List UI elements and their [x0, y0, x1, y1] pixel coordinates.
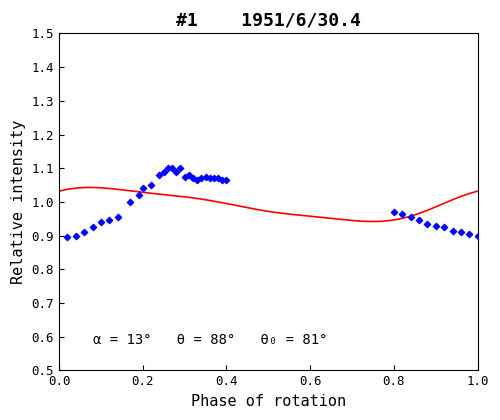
Point: [432, 222, 440, 229]
Point: [466, 231, 473, 237]
Point: [176, 165, 184, 172]
Point: [180, 173, 188, 180]
Point: [206, 175, 214, 182]
Point: [457, 229, 465, 236]
Point: [126, 199, 134, 205]
Point: [214, 175, 222, 182]
Point: [64, 234, 72, 241]
Point: [193, 177, 201, 184]
X-axis label: Phase of rotation: Phase of rotation: [191, 394, 346, 409]
Point: [474, 232, 482, 239]
Point: [202, 173, 209, 180]
Point: [156, 172, 164, 178]
Point: [114, 214, 122, 220]
Point: [97, 219, 105, 226]
Point: [448, 227, 456, 234]
Point: [160, 168, 168, 175]
Point: [172, 168, 180, 175]
Text: α = 13°   θ = 88°   θ₀ = 81°: α = 13° θ = 88° θ₀ = 81°: [92, 333, 327, 347]
Point: [218, 177, 226, 184]
Point: [185, 172, 193, 178]
Point: [189, 175, 197, 182]
Point: [80, 229, 88, 236]
Point: [88, 224, 96, 231]
Point: [222, 177, 230, 184]
Point: [390, 209, 398, 215]
Point: [134, 192, 142, 199]
Point: [139, 185, 147, 192]
Point: [72, 232, 80, 239]
Point: [198, 175, 205, 182]
Point: [424, 220, 432, 227]
Point: [168, 165, 176, 172]
Point: [147, 182, 155, 189]
Y-axis label: Relative intensity: Relative intensity: [11, 120, 26, 284]
Title: #1    1951/6/30.4: #1 1951/6/30.4: [176, 11, 361, 29]
Point: [164, 165, 172, 172]
Point: [106, 217, 114, 224]
Point: [440, 224, 448, 231]
Point: [210, 175, 218, 182]
Point: [415, 217, 423, 224]
Point: [406, 214, 414, 220]
Point: [398, 210, 406, 217]
